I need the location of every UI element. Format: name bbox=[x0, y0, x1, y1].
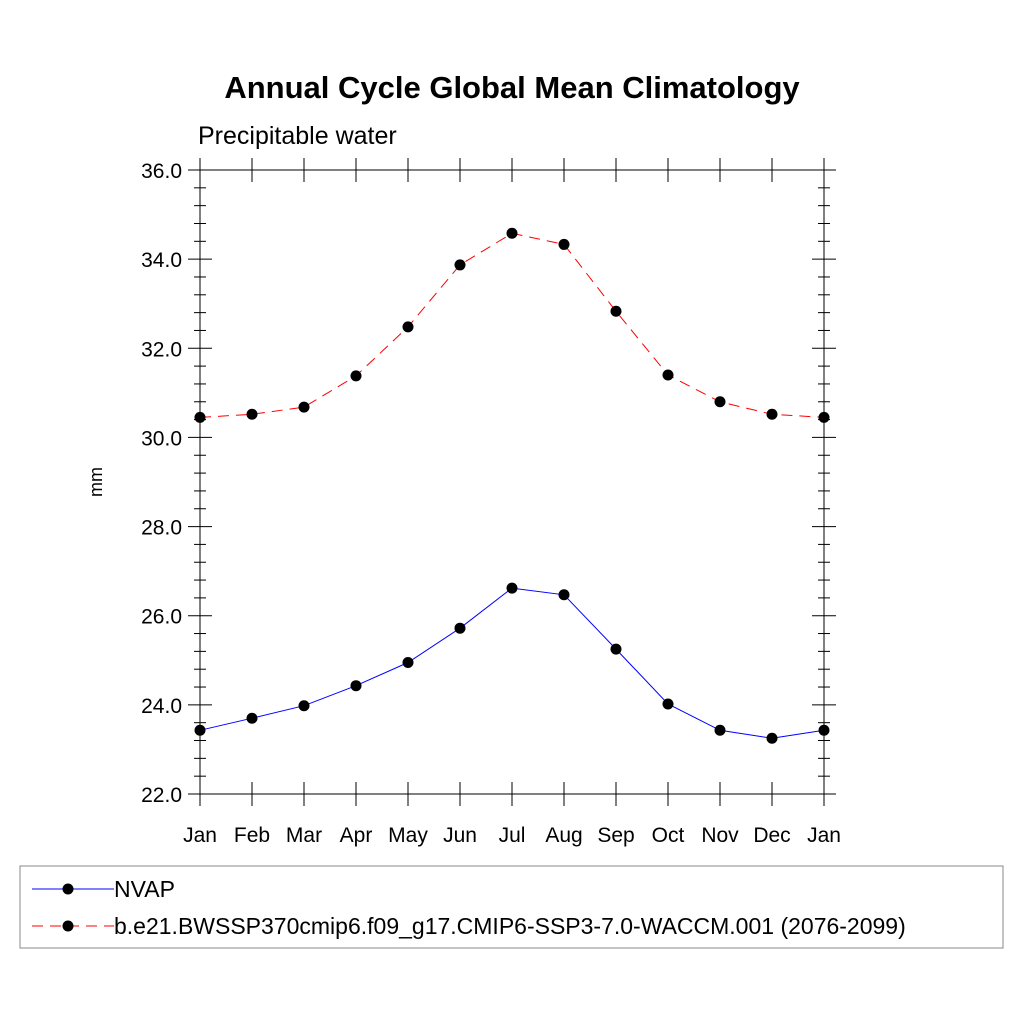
data-point bbox=[714, 724, 726, 736]
data-point bbox=[298, 401, 310, 413]
x-tick-label: May bbox=[388, 824, 428, 847]
y-tick-label: 28.0 bbox=[141, 517, 182, 540]
legend-box bbox=[19, 865, 1004, 949]
x-tick-label: Feb bbox=[234, 824, 270, 847]
x-tick-label: Sep bbox=[597, 824, 634, 847]
data-point bbox=[558, 589, 570, 601]
plot-frame bbox=[199, 169, 825, 795]
data-point bbox=[298, 700, 310, 712]
chart-subtitle: Precipitable water bbox=[198, 122, 397, 150]
data-point bbox=[350, 370, 362, 382]
x-tick-label: Oct bbox=[652, 824, 685, 847]
data-point bbox=[766, 732, 778, 744]
data-point bbox=[246, 712, 258, 724]
data-point bbox=[350, 680, 362, 692]
data-point bbox=[454, 622, 466, 634]
x-tick-label: Jul bbox=[499, 824, 526, 847]
y-tick-label: 34.0 bbox=[141, 249, 182, 272]
y-axis-label: mm bbox=[86, 467, 106, 497]
y-tick-label: 26.0 bbox=[141, 606, 182, 629]
x-tick-label: Jan bbox=[183, 824, 217, 847]
x-tick-label: Aug bbox=[545, 824, 582, 847]
legend-label-0: NVAP bbox=[114, 876, 175, 902]
y-tick-label: 30.0 bbox=[141, 427, 182, 450]
data-point bbox=[818, 411, 830, 423]
data-point bbox=[610, 305, 622, 317]
legend-label-1: b.e21.BWSSP370cmip6.f09_g17.CMIP6-SSP3-7… bbox=[114, 913, 906, 939]
data-point bbox=[662, 698, 674, 710]
y-tick-label: 32.0 bbox=[141, 338, 182, 361]
data-point bbox=[194, 724, 206, 736]
series-line-0 bbox=[199, 587, 825, 739]
x-tick-label: Apr bbox=[340, 824, 373, 847]
chart-title: Annual Cycle Global Mean Climatology bbox=[224, 70, 800, 105]
data-point bbox=[506, 227, 518, 239]
data-point bbox=[402, 657, 414, 669]
data-point bbox=[610, 643, 622, 655]
y-tick-label: 24.0 bbox=[141, 695, 182, 718]
data-point bbox=[662, 369, 674, 381]
data-point bbox=[402, 321, 414, 333]
legend-marker-1 bbox=[62, 920, 74, 932]
x-tick-label: Nov bbox=[701, 824, 739, 847]
y-tick-label: 22.0 bbox=[141, 784, 182, 807]
data-point bbox=[714, 396, 726, 408]
data-point bbox=[454, 259, 466, 271]
data-point bbox=[506, 582, 518, 594]
series-line-1 bbox=[199, 232, 825, 418]
x-tick-label: Mar bbox=[286, 824, 322, 847]
series-layer bbox=[194, 227, 830, 744]
x-tick-label: Jun bbox=[443, 824, 477, 847]
y-tick-label: 36.0 bbox=[141, 160, 182, 183]
legend-marker-0 bbox=[62, 883, 74, 895]
data-point bbox=[558, 238, 570, 250]
x-tick-label: Jan bbox=[807, 824, 841, 847]
axis-ticks: 22.0 24.0 26.0 28.0 30.0 32.0 34.0 36.0 Jan Feb Ma… bbox=[141, 158, 841, 847]
data-point bbox=[818, 724, 830, 736]
data-point bbox=[194, 411, 206, 423]
legend: NVAP b.e21.BWSSP370cmip6.f09_g17.CMIP6-SS… bbox=[19, 865, 1004, 949]
data-point bbox=[246, 408, 258, 420]
x-tick-label: Dec bbox=[753, 824, 790, 847]
data-point bbox=[766, 408, 778, 420]
